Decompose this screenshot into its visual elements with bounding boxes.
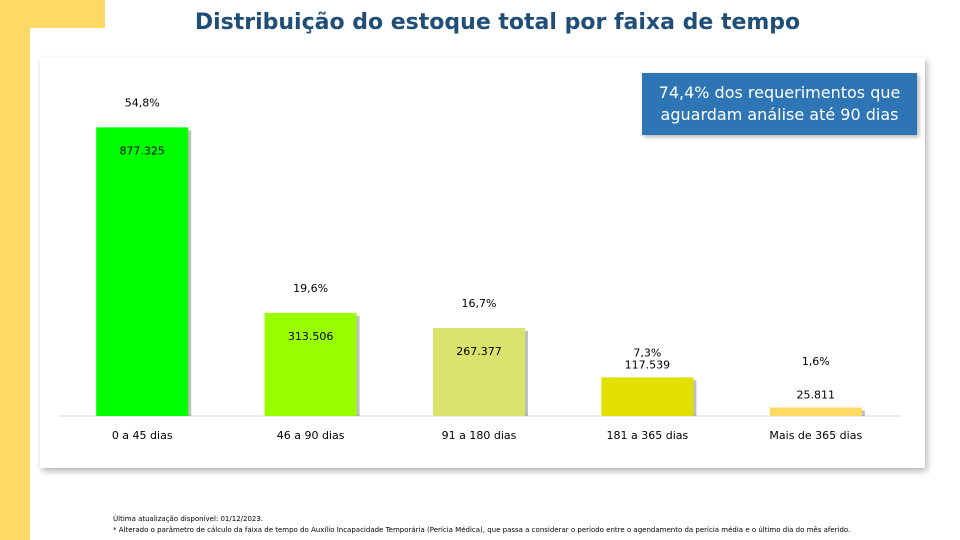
x-tick-label: 0 a 45 dias (112, 429, 173, 442)
footnote: * Alterado o parâmetro de cálculo da fai… (113, 526, 851, 534)
x-tick-label: 181 a 365 dias (607, 429, 689, 442)
callout: 74,4% dos requerimentos que aguardam aná… (642, 73, 917, 135)
bar (601, 377, 694, 416)
x-tick-label: Mais de 365 dias (769, 429, 862, 442)
percent-label: 1,6% (802, 355, 830, 368)
x-tick-label: 91 a 180 dias (442, 429, 517, 442)
footnote: Última atualização disponível: 01/12/202… (113, 515, 264, 523)
value-label: 267.377 (456, 345, 502, 358)
value-label: 313.506 (288, 330, 334, 343)
background (105, 0, 960, 30)
bar (769, 407, 862, 416)
value-label: 117.539 (625, 358, 671, 371)
percent-label: 19,6% (293, 282, 328, 295)
percent-label: 7,3% (633, 346, 661, 359)
x-tick-label: 46 a 90 dias (277, 429, 345, 442)
chart-title: Distribuição do estoque total por faixa … (194, 10, 801, 35)
percent-label: 54,8% (125, 96, 160, 109)
percent-label: 16,7% (462, 297, 497, 310)
value-label: 25.811 (797, 389, 836, 402)
value-label: 877.325 (119, 144, 165, 157)
bar (433, 328, 525, 416)
bar (96, 127, 189, 416)
footnotes: Última atualização disponível: 01/12/202… (113, 514, 850, 536)
bar (264, 312, 357, 416)
